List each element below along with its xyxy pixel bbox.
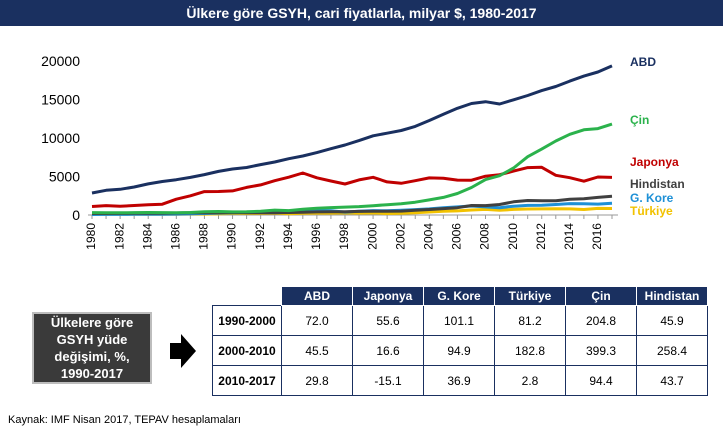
series-line-japonya — [91, 165, 613, 208]
row-label: 2000-2010 — [212, 335, 282, 366]
table-cell: 94.9 — [423, 335, 495, 366]
arrow-right-icon — [170, 334, 196, 368]
series-label-japonya: Japonya — [630, 155, 679, 169]
x-tick-label: 2006 — [450, 223, 464, 250]
table-cell: 43.7 — [636, 365, 708, 396]
table-cell: 101.1 — [423, 305, 495, 336]
series-label-hindistan: Hindistan — [630, 177, 685, 191]
table-row: 1990-2000 72.0 55.6 101.1 81.2 204.8 45.… — [212, 305, 708, 336]
table-cell: 399.3 — [565, 335, 637, 366]
x-tick-label: 2008 — [478, 223, 492, 250]
table-corner — [212, 286, 282, 306]
table-header: Japonya — [352, 286, 424, 306]
table-cell: 94.4 — [565, 365, 637, 396]
summary-box: Ülkelere göre GSYH yüde değişimi, %, 199… — [32, 312, 152, 384]
table-header-row: ABD Japonya G. Kore Türkiye Çin Hindista… — [212, 286, 708, 306]
summary-line: Ülkelere göre — [50, 315, 134, 330]
table-row: 2000-2010 45.5 16.6 94.9 182.8 399.3 258… — [212, 335, 708, 366]
x-tick-label: 1994 — [281, 223, 295, 250]
summary-line: 1990-2017 — [60, 366, 124, 381]
series-lines — [91, 64, 613, 216]
summary-line: değişimi, %, — [54, 349, 130, 364]
series-label-abd: ABD — [630, 55, 656, 69]
x-tick-label: 2004 — [421, 223, 435, 250]
x-tick-label: 2000 — [365, 223, 379, 250]
table-cell: -15.1 — [352, 365, 424, 396]
table-row: 2010-2017 29.8 -15.1 36.9 2.8 94.4 43.7 — [212, 365, 708, 396]
y-tick-label: 0 — [72, 207, 80, 223]
row-label: 1990-2000 — [212, 305, 282, 336]
x-tick-label: 1986 — [168, 223, 182, 250]
row-label: 2010-2017 — [212, 365, 282, 396]
table-header: ABD — [281, 286, 353, 306]
x-tick-label: 1984 — [140, 223, 154, 250]
series-label-g-kore: G. Kore — [630, 191, 674, 205]
x-tick-label: 1980 — [84, 223, 98, 250]
table-header: Çin — [565, 286, 637, 306]
table-cell: 72.0 — [281, 305, 353, 336]
table-cell: 45.9 — [636, 305, 708, 336]
series-line--in — [91, 122, 613, 215]
table-cell: 2.8 — [494, 365, 566, 396]
table-cell: 16.6 — [352, 335, 424, 366]
y-tick-label: 20000 — [41, 53, 80, 69]
y-tick-label: 15000 — [41, 92, 80, 108]
table-header: Türkiye — [494, 286, 566, 306]
x-tick-label: 1992 — [253, 223, 267, 250]
x-tick-label: 2012 — [534, 223, 548, 250]
y-tick-label: 5000 — [49, 169, 80, 185]
source-note: Kaynak: IMF Nisan 2017, TEPAV hesaplamal… — [8, 414, 241, 426]
x-tick-label: 1990 — [225, 223, 239, 250]
table-header: G. Kore — [423, 286, 495, 306]
table-cell: 36.9 — [423, 365, 495, 396]
x-tick-label: 1996 — [309, 223, 323, 250]
x-axis: 1980 1982 1984 1986 1988 1990 1992 1994 1996 1998… — [84, 214, 618, 250]
x-tick-label: 1988 — [197, 223, 211, 250]
chart-title: Ülkere göre GSYH, cari fiyatlarla, milya… — [0, 0, 723, 26]
table-cell: 45.5 — [281, 335, 353, 366]
x-tick-label: 1998 — [337, 223, 351, 250]
growth-table: ABD Japonya G. Kore Türkiye Çin Hindista… — [212, 286, 708, 396]
x-tick-label: 1982 — [112, 223, 126, 250]
summary-line: GSYH yüde — [56, 332, 128, 347]
table-header: Hindistan — [636, 286, 708, 306]
table-cell: 29.8 — [281, 365, 353, 396]
table-cell: 81.2 — [494, 305, 566, 336]
x-tick-label: 2014 — [562, 223, 576, 250]
table-cell: 55.6 — [352, 305, 424, 336]
x-tick-label: 2016 — [590, 223, 604, 250]
series-label-t-rkiye: Türkiye — [630, 204, 673, 218]
series-label--in: Çin — [630, 113, 649, 127]
x-tick-label: 2002 — [393, 223, 407, 250]
series-line-abd — [91, 64, 613, 195]
table-cell: 182.8 — [494, 335, 566, 366]
y-axis: 0 5000 10000 15000 20000 — [41, 53, 80, 223]
y-tick-label: 10000 — [41, 130, 80, 146]
x-tick-label: 2010 — [506, 223, 520, 250]
table-cell: 258.4 — [636, 335, 708, 366]
table-cell: 204.8 — [565, 305, 637, 336]
